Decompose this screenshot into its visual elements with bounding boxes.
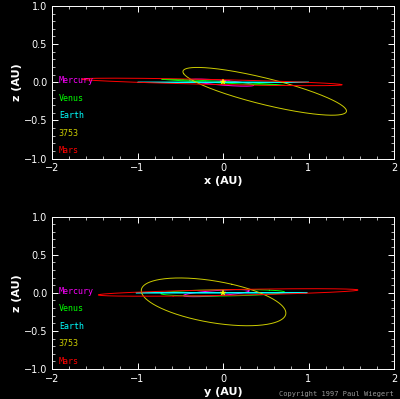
Text: Earth: Earth [59,322,84,331]
X-axis label: y (AU): y (AU) [204,387,242,397]
Y-axis label: z (AU): z (AU) [12,274,22,312]
Text: Mars: Mars [59,357,79,366]
Text: Mercury: Mercury [59,287,94,296]
Y-axis label: z (AU): z (AU) [12,63,22,101]
Text: Earth: Earth [59,111,84,120]
Text: Mercury: Mercury [59,76,94,85]
Text: 3753: 3753 [59,129,79,138]
Text: Copyright 1997 Paul Wiegert: Copyright 1997 Paul Wiegert [279,391,394,397]
Text: Venus: Venus [59,304,84,313]
Text: 3753: 3753 [59,339,79,348]
X-axis label: x (AU): x (AU) [204,176,242,186]
Text: Venus: Venus [59,94,84,103]
Text: Mars: Mars [59,146,79,155]
